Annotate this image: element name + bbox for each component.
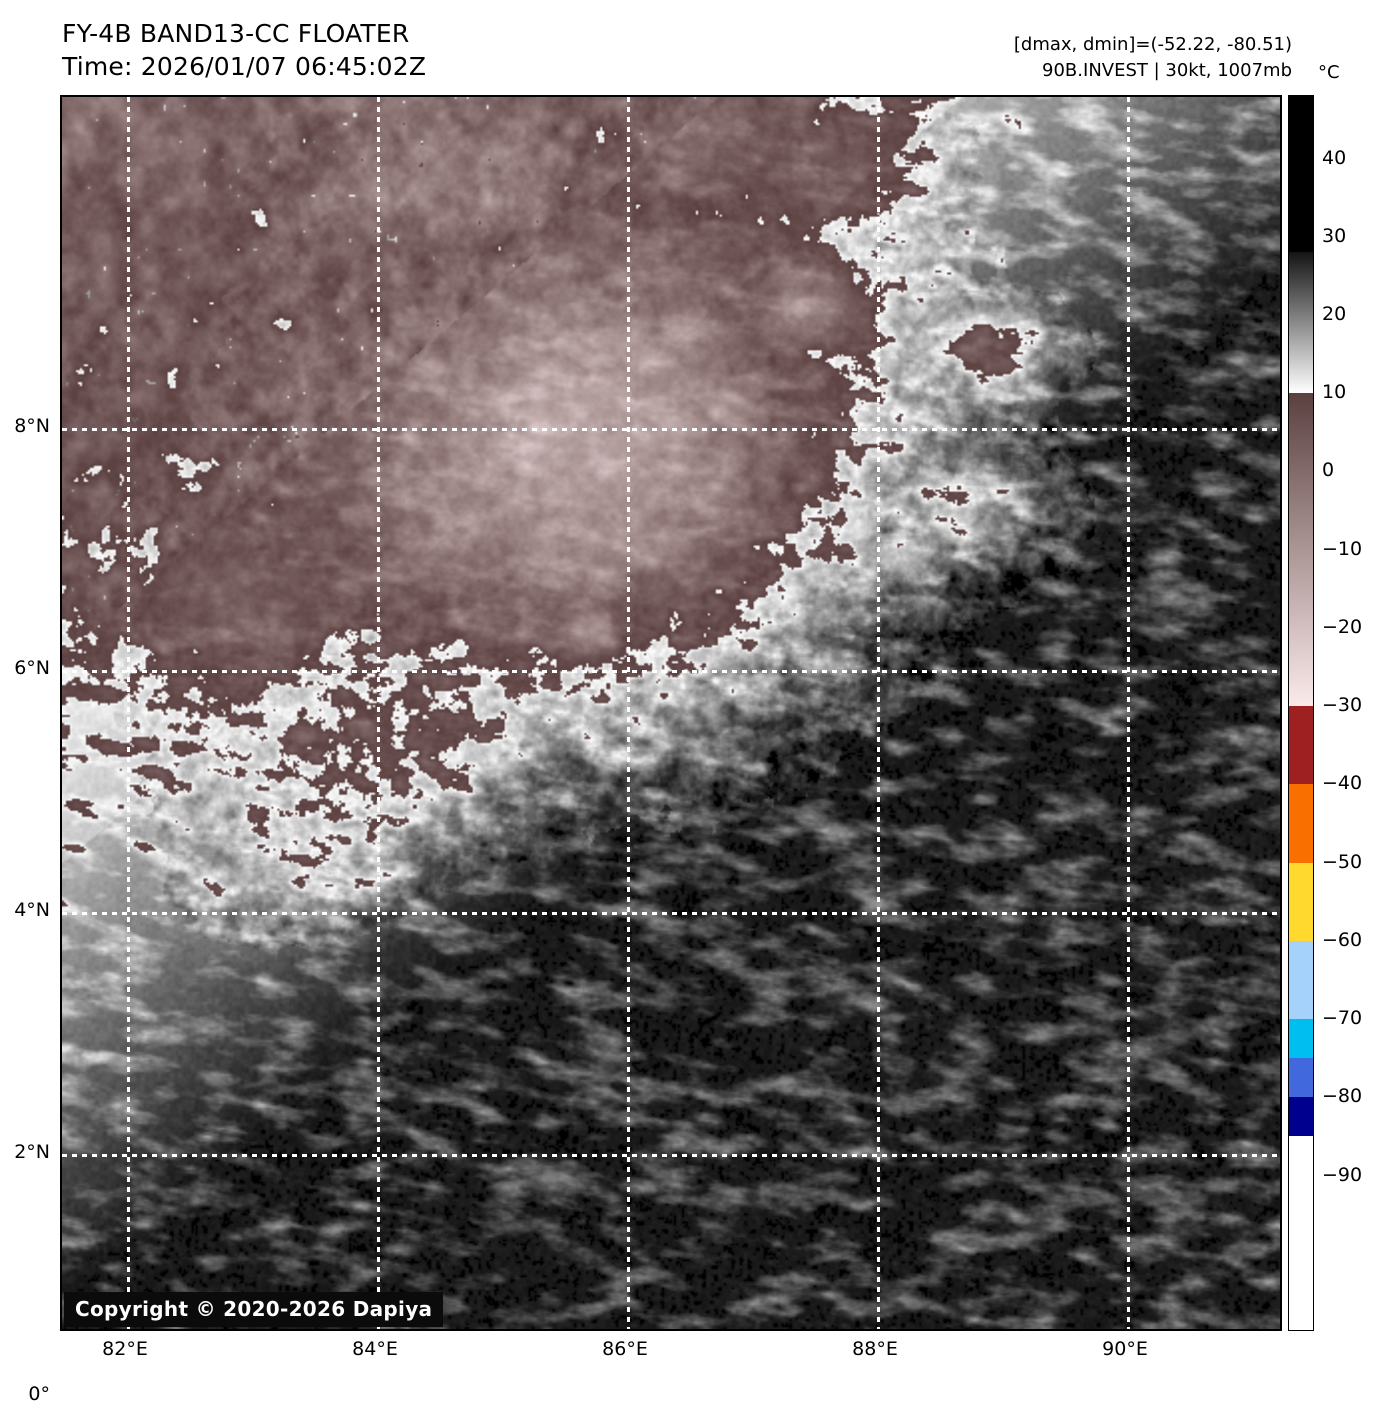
colorbar-tick-13: −90: [1322, 1163, 1363, 1186]
colorbar-band-yellow: [1289, 862, 1313, 941]
colorbar-tick-4: 0: [1322, 459, 1335, 482]
gridline-lat-6: [62, 670, 1280, 673]
storm-info-label: 90B.INVEST | 30kt, 1007mb: [1042, 60, 1292, 82]
x-tick-label-3: 88°E: [852, 1338, 898, 1360]
satellite-image-plot[interactable]: Copyright © 2020-2026 Dapiya: [60, 95, 1282, 1331]
dmax-dmin-label: [dmax, dmin]=(-52.22, -80.51): [1013, 34, 1292, 55]
y-tick-label-3: 2°N: [14, 1141, 50, 1163]
page-title: FY-4B BAND13-CC FLOATER: [62, 19, 410, 48]
colorbar-tick-9: −50: [1322, 850, 1363, 873]
title-block: FY-4B BAND13-CC FLOATER Time: 2026/01/07…: [62, 18, 426, 83]
colorbar-band-dark-red: [1289, 706, 1313, 785]
gridline-lat-2: [62, 1154, 1280, 1157]
colorbar[interactable]: [1288, 95, 1314, 1331]
colorbar-tick-10: −60: [1322, 928, 1363, 951]
gridline-lon-82: [127, 97, 130, 1329]
metadata-block: [dmax, dmin]=(-52.22, -80.51) 90B.INVEST…: [1014, 32, 1292, 84]
colorbar-band-brown-pink-ramp: [1289, 393, 1313, 707]
y-tick-label-1: 6°N: [14, 657, 50, 679]
colorbar-band-light-blue: [1289, 940, 1313, 1020]
gridline-lat-4: [62, 912, 1280, 915]
colorbar-tick-3: 10: [1322, 381, 1347, 404]
y-tick-label-2: 4°N: [14, 899, 50, 921]
colorbar-tick-labels: 40 30 20 10 0 −10 −20 −30 −40 −50 −60 −70 −80 −90: [1288, 95, 1378, 1331]
colorbar-tick-1: 30: [1322, 224, 1347, 247]
colorbar-tick-5: −10: [1322, 537, 1363, 560]
y-tick-label-0: 8°N: [14, 415, 50, 437]
gridline-layer: [62, 97, 1280, 1329]
gridline-lon-88: [877, 97, 880, 1329]
colorbar-band-white-coldest: [1289, 1136, 1313, 1330]
colorbar-band-grayscale-ramp: [1289, 252, 1313, 394]
colorbar-tick-8: −40: [1322, 772, 1363, 795]
x-tick-label-0: 82°E: [102, 1338, 148, 1360]
colorbar-tick-11: −70: [1322, 1007, 1363, 1030]
colorbar-unit-label: °C: [1318, 62, 1340, 83]
colorbar-tick-0: 40: [1322, 146, 1347, 169]
colorbar-band-navy: [1289, 1097, 1313, 1137]
colorbar-band-royal-blue: [1289, 1058, 1313, 1098]
x-tick-label-2: 86°E: [602, 1338, 648, 1360]
gridline-lon-90: [1127, 97, 1130, 1329]
colorbar-band-black-hot: [1289, 96, 1313, 253]
colorbar-band-cyan: [1289, 1019, 1313, 1059]
y-tick-label-4: 0°: [28, 1383, 50, 1405]
x-tick-label-4: 90°E: [1102, 1338, 1148, 1360]
x-tick-label-1: 84°E: [352, 1338, 398, 1360]
timestamp-label: Time: 2026/01/07 06:45:02Z: [62, 51, 427, 81]
gridline-lat-8: [62, 428, 1280, 431]
colorbar-tick-6: −20: [1322, 615, 1363, 638]
gridline-lon-84: [377, 97, 380, 1329]
copyright-badge: Copyright © 2020-2026 Dapiya: [64, 1292, 444, 1327]
colorbar-band-orange: [1289, 784, 1313, 863]
satellite-imagery-canvas: [62, 97, 1280, 1329]
colorbar-tick-2: 20: [1322, 303, 1347, 326]
gridline-lon-86: [627, 97, 630, 1329]
colorbar-tick-12: −80: [1322, 1085, 1363, 1108]
colorbar-tick-7: −30: [1322, 694, 1363, 717]
